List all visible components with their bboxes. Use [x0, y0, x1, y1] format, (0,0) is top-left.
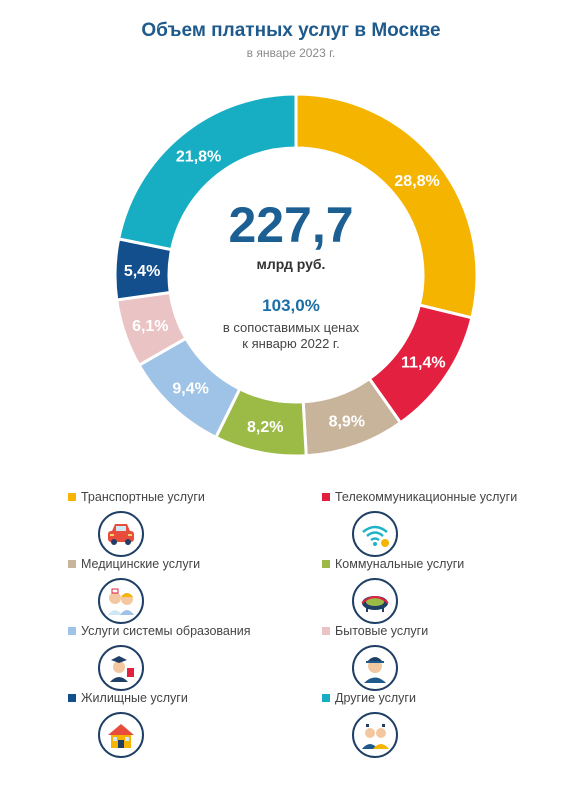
center-total: 227,7: [228, 197, 354, 253]
slice-value-label: 21,8%: [176, 149, 221, 166]
legend-swatch: [68, 560, 76, 568]
legend-item-housing: Жилищные услуги: [68, 691, 328, 758]
legend-label: Транспортные услуги: [81, 490, 205, 504]
legend-label: Жилищные услуги: [81, 691, 188, 705]
people-icon: [352, 712, 398, 758]
slice-value-label: 8,2%: [247, 419, 283, 436]
legend-swatch: [68, 627, 76, 635]
slice-value-label: 9,4%: [172, 380, 208, 397]
stadium-icon: [352, 578, 398, 624]
graduate-icon: [98, 645, 144, 691]
car-icon: [98, 511, 144, 557]
slice-value-label: 8,9%: [329, 413, 365, 430]
legend-item-household: Бытовые услуги: [322, 624, 582, 691]
repairman-icon: [352, 645, 398, 691]
legend-swatch: [322, 627, 330, 635]
legend-item-transport: Транспортные услуги: [68, 490, 328, 557]
legend-swatch: [322, 694, 330, 702]
center-note: в сопоставимых ценах к январю 2022 г.: [0, 320, 582, 352]
donut-slice: [294, 92, 479, 320]
legend-swatch: [68, 493, 76, 501]
center-growth: 103,0%: [262, 296, 320, 315]
chart-title: Объем платных услуг в Москве: [141, 20, 441, 41]
house-icon: [98, 712, 144, 758]
legend-label: Телекоммуникационные услуги: [335, 490, 518, 504]
legend-swatch: [68, 694, 76, 702]
slice-value-label: 28,8%: [394, 173, 439, 190]
center-note-line1: в сопоставимых ценах: [222, 320, 360, 335]
legend-swatch: [322, 560, 330, 568]
legend-label: Медицинские услуги: [81, 557, 201, 571]
legend-label: Бытовые услуги: [335, 624, 429, 638]
legend-item-utilities: Коммунальные услуги: [322, 557, 582, 624]
donut-chart: 28,8% 11,4% 8,9% 8,2% 9,4% 6,1% 5,4% 21,8%: [113, 92, 479, 458]
legend-swatch: [322, 493, 330, 501]
slice-value-label: 11,4%: [401, 355, 445, 372]
legend-item-telecom: Телекоммуникационные услуги: [322, 490, 582, 557]
legend-label: Другие услуги: [335, 691, 416, 705]
slice-value-label: 6,1%: [132, 318, 168, 335]
center-note-line2: к январю 2022 г.: [242, 336, 340, 351]
doctor-icon: [98, 578, 144, 624]
chart-subtitle: в январе 2023 г.: [246, 46, 336, 60]
donut-slice: [116, 92, 298, 252]
wifi-icon: [352, 511, 398, 557]
legend-item-medical: Медицинские услуги: [68, 557, 328, 624]
legend-item-education: Услуги системы образования: [68, 624, 328, 691]
slice-value-label: 5,4%: [124, 263, 160, 280]
center-unit: млрд руб.: [256, 256, 326, 272]
legend-label: Коммунальные услуги: [335, 557, 465, 571]
legend-label: Услуги системы образования: [81, 624, 251, 638]
legend-item-other: Другие услуги: [322, 691, 582, 758]
